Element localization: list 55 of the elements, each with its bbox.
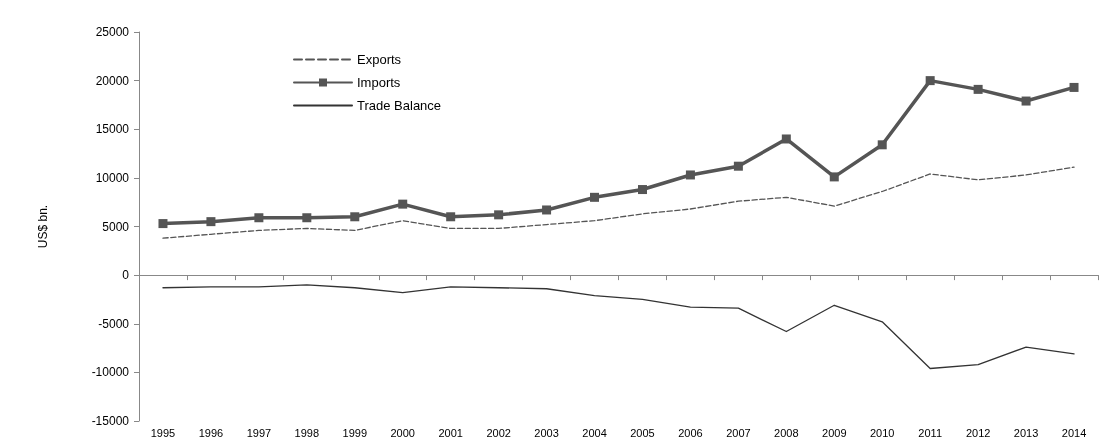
point <box>494 210 504 220</box>
point <box>637 185 647 195</box>
y-tick-label: 20000 <box>95 73 130 88</box>
y-tick-label: -5000 <box>98 316 130 331</box>
point <box>1069 82 1079 92</box>
y-tick-label: 5000 <box>102 219 130 234</box>
y-axis-title: US$ bn. <box>36 204 50 249</box>
x-tick-label: 2014 <box>1061 426 1087 439</box>
x-tick-label: 2009 <box>822 426 847 439</box>
point <box>398 199 408 209</box>
line-series <box>162 166 1075 239</box>
x-tick-label: 2000 <box>390 426 415 439</box>
x-tick-label: 1999 <box>342 426 368 439</box>
point <box>206 217 216 227</box>
point <box>1021 96 1031 106</box>
point <box>542 205 552 215</box>
point <box>829 172 839 182</box>
x-tick-label: 2008 <box>774 426 799 439</box>
legend-label: Imports <box>357 75 401 90</box>
y-tick-label: -10000 <box>91 365 130 380</box>
x-tick-label: 2012 <box>965 426 991 439</box>
y-tick-label: 0 <box>122 268 130 283</box>
point <box>590 192 600 202</box>
x-tick-label: 2006 <box>678 426 703 439</box>
y-tick-label: 25000 <box>95 25 130 39</box>
legend-label: Exports <box>357 52 402 67</box>
point <box>302 213 312 223</box>
x-tick-label: 2005 <box>630 426 655 439</box>
x-tick-label: 2011 <box>918 426 942 439</box>
point <box>781 134 791 144</box>
y-tick-label: 15000 <box>95 122 130 137</box>
y-tick-label: -15000 <box>91 414 130 428</box>
x-tick-label: 1997 <box>246 426 272 439</box>
y-tick-label: 10000 <box>95 170 130 185</box>
x-tick-label: 2004 <box>582 426 607 439</box>
x-tick-label: 2013 <box>1013 426 1039 439</box>
x-tick-label: 2007 <box>726 426 751 439</box>
point <box>685 170 695 180</box>
point <box>254 213 264 223</box>
point <box>877 140 887 150</box>
point <box>446 212 456 222</box>
point <box>158 219 168 229</box>
x-tick-label: 1998 <box>294 426 320 439</box>
point <box>925 76 935 86</box>
line-series <box>162 284 1075 370</box>
point <box>733 161 743 171</box>
x-tick-label: 2002 <box>486 426 511 439</box>
legend-label: Trade Balance <box>357 98 442 113</box>
x-tick-label: 2003 <box>534 426 559 439</box>
point <box>350 212 360 222</box>
x-tick-label: 2010 <box>869 426 895 439</box>
x-tick-label: 1996 <box>198 426 224 439</box>
x-tick-label: 2001 <box>438 426 463 439</box>
point <box>973 84 983 94</box>
x-tick-label: 1995 <box>150 426 176 439</box>
